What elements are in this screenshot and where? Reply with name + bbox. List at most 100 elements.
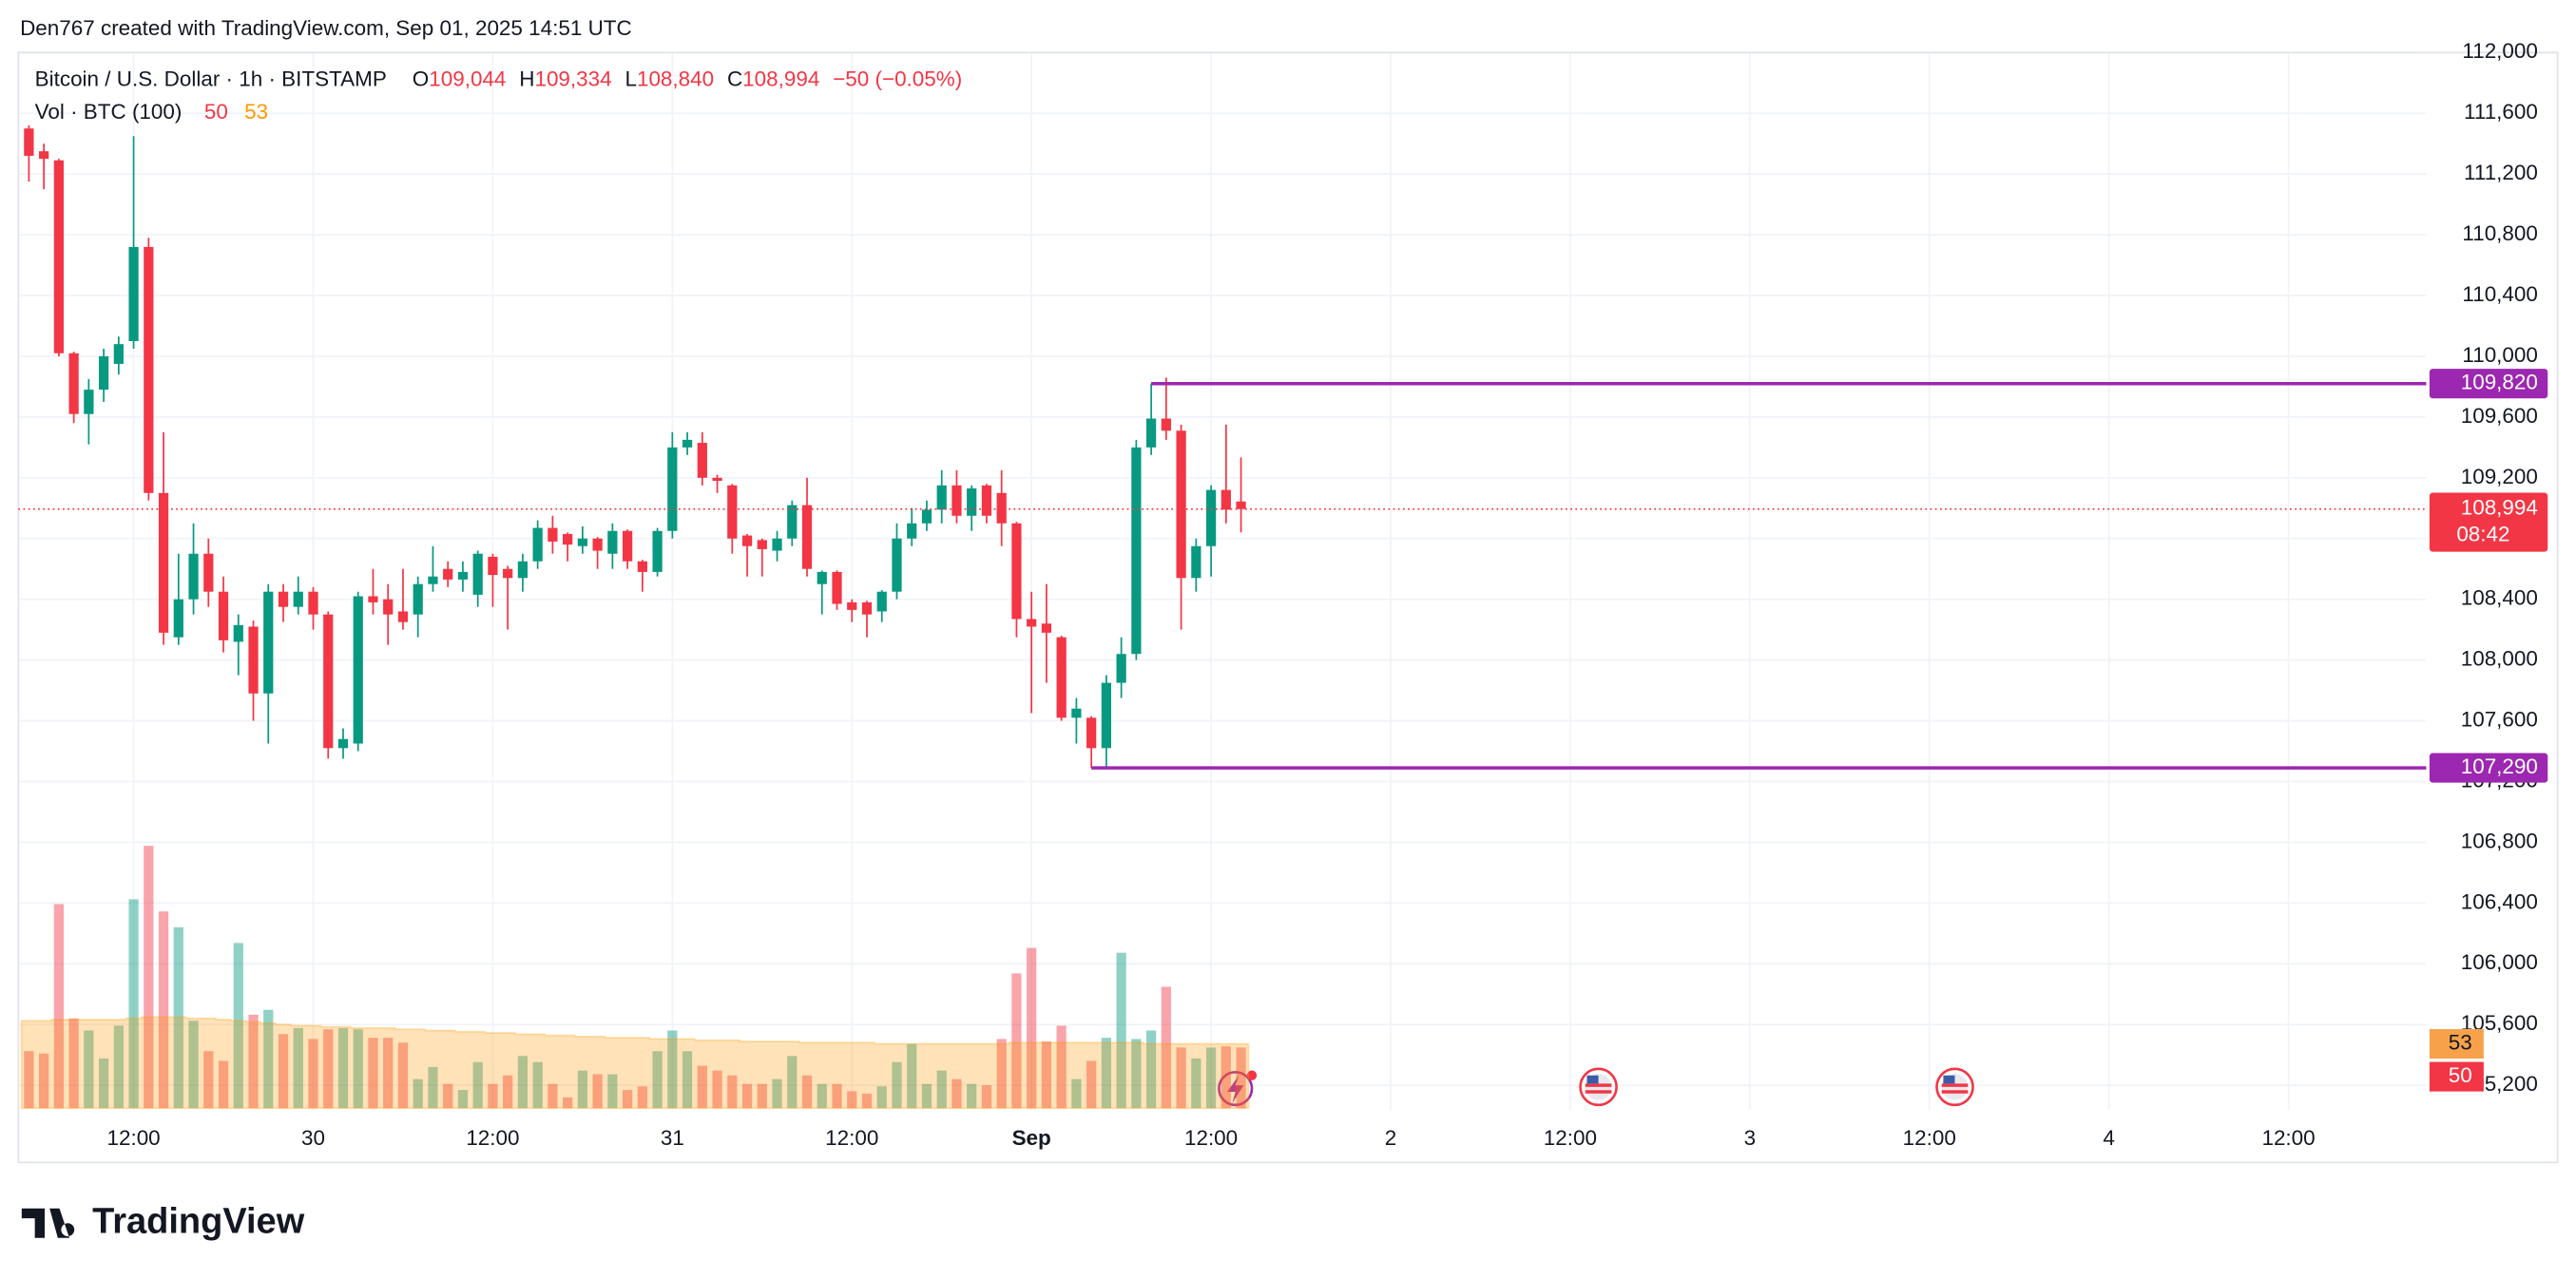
x-tick-label: 30 [301,1126,325,1150]
ai-bolt [1227,1075,1244,1104]
candle-body [532,527,543,562]
volume-bar [622,1090,633,1109]
attribution: Den767 created with TradingView.com, Sep… [20,16,632,40]
volume-bar [548,1083,558,1109]
candle-body [1191,545,1201,579]
volume-bar [233,943,243,1109]
candle-body [293,591,303,607]
candle-body [128,246,139,341]
candle-body [772,538,782,551]
volume-bar [741,1083,753,1109]
candle-body [428,576,438,584]
candle-body [563,533,573,545]
x-tick-label: 12:00 [1544,1126,1597,1150]
volume-label-bg [2429,1061,2484,1092]
x-tick-label: 12:00 [466,1126,519,1150]
y-tick-label: 106,000 [2461,950,2538,974]
candle-body [24,128,34,156]
volume-bar [248,1014,259,1109]
candle-body [173,599,183,638]
candle-body [832,571,842,604]
volume-ma-value: 53 [244,100,268,124]
candle-body [337,738,349,749]
volume-bar [1205,1047,1217,1109]
volume-bar [637,1086,647,1109]
flag-stripe [1585,1090,1612,1094]
volume-ma-area [20,1016,1250,1110]
candle-body [144,246,154,493]
level-label-bg [2429,369,2548,399]
candle-body [697,443,707,478]
x-tick-label: 12:00 [825,1126,878,1150]
volume-bar [98,1058,109,1109]
y-tick-label: 108,000 [2461,647,2538,671]
volume-bar [517,1056,529,1109]
volume-bar [278,1034,289,1109]
candle-body [1011,523,1022,620]
candle-body [548,527,558,542]
volume-bar [188,1021,199,1109]
volume-bar [203,1051,214,1109]
flag-canton [1943,1075,1955,1084]
candle-body [622,530,633,562]
candle-body [1205,489,1217,546]
candle-body [727,485,738,539]
flag-stripe [1585,1083,1612,1087]
candle-body [517,561,529,579]
candle-body [1041,623,1052,633]
candle-body [113,344,124,364]
candle-body [712,477,722,482]
volume-bar [39,1053,49,1109]
event-flag[interactable] [1579,1067,1618,1107]
volume-label: Vol · BTC (100) [35,100,183,124]
y-tick-label: 112,000 [2462,39,2538,63]
candle-body [1071,708,1082,718]
volume-bar [428,1066,438,1109]
volume-bar [652,1051,663,1109]
volume-bar [113,1025,124,1109]
volume-bar [967,1083,977,1109]
volume-bar [787,1056,798,1109]
candle-body [1086,717,1097,749]
volume-bar [801,1075,813,1109]
countdown-label: 08:42 [2456,522,2509,545]
volume-bar [1056,1025,1067,1109]
y-tick-label: 109,200 [2461,465,2538,488]
volume-bar [1116,952,1126,1109]
candle-body [967,488,977,516]
y-tick-label: 109,600 [2461,404,2538,428]
volume-bar [457,1090,469,1109]
volume-bar [397,1042,409,1109]
candle-body [368,596,378,602]
candle-body [1056,637,1067,718]
volume-bar [218,1060,229,1109]
volume-bar [1071,1079,1082,1109]
pane-border [17,51,2559,1164]
candle-body [323,614,334,749]
y-tick-label: 110,400 [2462,282,2538,306]
y-tick-label: 111,600 [2464,100,2538,124]
ohlc-key: O [413,67,429,91]
candle-body [383,599,394,615]
volume-bar [981,1085,992,1109]
volume-bar [1027,947,1037,1109]
volume-bar [413,1079,423,1109]
candle-body [741,535,753,546]
candle-body [757,540,767,549]
volume-bar [1236,1047,1246,1109]
candle-body [1116,654,1126,683]
volume-bar [532,1061,543,1109]
x-tick-label: 12:00 [1184,1126,1238,1150]
candle-body [472,553,483,595]
volume-bar [68,1018,79,1109]
volume-bar [263,1009,274,1109]
event-flag[interactable] [1935,1067,1974,1107]
ai-dot [1246,1070,1258,1080]
x-tick-label: 12:00 [2261,1126,2315,1150]
candle-body [592,538,603,551]
volume-bar [712,1070,722,1109]
last-price-label: 108,994 [2461,496,2538,520]
y-tick-label: 108,400 [2461,586,2538,610]
candle-body [443,568,453,580]
volume-legend: Vol · BTC (100) 50 53 [35,100,269,124]
